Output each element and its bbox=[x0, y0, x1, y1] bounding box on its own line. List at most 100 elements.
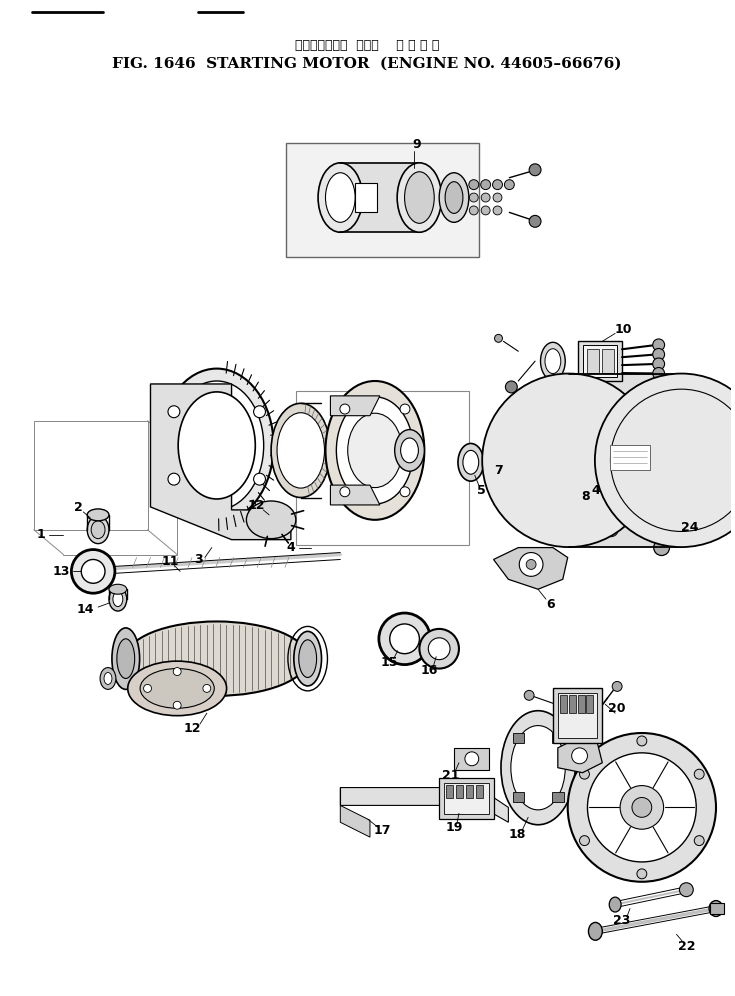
Polygon shape bbox=[340, 806, 370, 838]
Circle shape bbox=[493, 206, 502, 215]
Circle shape bbox=[400, 404, 410, 414]
Circle shape bbox=[566, 526, 573, 534]
Circle shape bbox=[173, 701, 181, 709]
Circle shape bbox=[400, 487, 410, 497]
Circle shape bbox=[340, 487, 350, 497]
Circle shape bbox=[695, 769, 704, 779]
Ellipse shape bbox=[326, 381, 424, 520]
Circle shape bbox=[529, 215, 541, 227]
Ellipse shape bbox=[113, 592, 123, 607]
Ellipse shape bbox=[104, 672, 112, 684]
Text: 24: 24 bbox=[681, 521, 698, 534]
Circle shape bbox=[481, 179, 490, 189]
Ellipse shape bbox=[545, 349, 561, 374]
Text: 10: 10 bbox=[614, 323, 632, 336]
Ellipse shape bbox=[100, 667, 116, 689]
Ellipse shape bbox=[595, 374, 735, 547]
Circle shape bbox=[653, 368, 664, 379]
Circle shape bbox=[71, 550, 115, 594]
Ellipse shape bbox=[458, 443, 484, 481]
Ellipse shape bbox=[128, 661, 226, 716]
Ellipse shape bbox=[271, 403, 331, 498]
Circle shape bbox=[429, 637, 450, 659]
Polygon shape bbox=[151, 384, 291, 540]
Ellipse shape bbox=[709, 900, 723, 916]
Circle shape bbox=[637, 736, 647, 746]
Bar bbox=[578, 342, 622, 381]
Circle shape bbox=[254, 405, 265, 417]
Bar bbox=[569, 374, 681, 547]
Ellipse shape bbox=[109, 588, 126, 612]
Bar bbox=[560, 695, 567, 713]
Ellipse shape bbox=[87, 516, 109, 544]
Circle shape bbox=[596, 505, 606, 515]
Ellipse shape bbox=[511, 725, 565, 810]
Circle shape bbox=[506, 381, 517, 392]
Bar bbox=[454, 748, 489, 770]
Ellipse shape bbox=[117, 638, 135, 678]
Circle shape bbox=[82, 560, 105, 584]
Ellipse shape bbox=[404, 171, 434, 223]
Ellipse shape bbox=[397, 162, 442, 232]
Text: 23: 23 bbox=[614, 914, 631, 927]
Text: 6: 6 bbox=[547, 598, 555, 611]
Circle shape bbox=[524, 690, 534, 700]
Circle shape bbox=[551, 501, 569, 519]
Text: スターティング  モータ    適 用 号 機: スターティング モータ 適 用 号 機 bbox=[295, 39, 440, 53]
Circle shape bbox=[420, 628, 459, 668]
Circle shape bbox=[589, 522, 606, 538]
Circle shape bbox=[579, 525, 588, 534]
Circle shape bbox=[589, 718, 596, 726]
Circle shape bbox=[495, 335, 503, 343]
Circle shape bbox=[465, 752, 478, 766]
Circle shape bbox=[481, 206, 490, 215]
Polygon shape bbox=[340, 788, 509, 823]
Circle shape bbox=[581, 503, 595, 517]
Text: 4: 4 bbox=[287, 541, 295, 554]
Circle shape bbox=[632, 798, 652, 818]
Bar bbox=[440, 778, 494, 820]
Circle shape bbox=[481, 193, 490, 202]
Circle shape bbox=[606, 501, 623, 519]
Circle shape bbox=[470, 206, 478, 215]
Circle shape bbox=[619, 502, 635, 518]
Ellipse shape bbox=[246, 501, 295, 539]
Circle shape bbox=[593, 526, 601, 534]
Text: 11: 11 bbox=[162, 555, 179, 568]
Text: 22: 22 bbox=[678, 939, 695, 953]
Bar bbox=[602, 350, 614, 374]
Text: 1: 1 bbox=[36, 528, 45, 541]
Circle shape bbox=[553, 526, 559, 533]
Text: 12: 12 bbox=[183, 721, 201, 735]
Ellipse shape bbox=[91, 521, 105, 539]
Bar bbox=[355, 182, 377, 212]
Polygon shape bbox=[331, 395, 380, 415]
Ellipse shape bbox=[445, 181, 463, 213]
Circle shape bbox=[549, 523, 563, 537]
Text: 14: 14 bbox=[76, 603, 94, 616]
Bar bbox=[710, 902, 724, 914]
Ellipse shape bbox=[294, 631, 321, 686]
Circle shape bbox=[695, 836, 704, 846]
Ellipse shape bbox=[348, 413, 402, 488]
Circle shape bbox=[653, 540, 670, 556]
Circle shape bbox=[584, 506, 591, 514]
Circle shape bbox=[526, 560, 536, 570]
Bar bbox=[476, 785, 483, 799]
Bar bbox=[466, 785, 473, 799]
Bar bbox=[552, 733, 564, 743]
Polygon shape bbox=[558, 738, 602, 773]
Circle shape bbox=[390, 623, 420, 653]
Circle shape bbox=[379, 613, 430, 664]
Text: 12: 12 bbox=[248, 499, 265, 512]
Circle shape bbox=[469, 179, 478, 189]
Polygon shape bbox=[331, 485, 380, 505]
Circle shape bbox=[504, 179, 514, 189]
Bar bbox=[587, 695, 593, 713]
Ellipse shape bbox=[589, 922, 602, 940]
Ellipse shape bbox=[112, 627, 140, 689]
Ellipse shape bbox=[178, 391, 255, 499]
Circle shape bbox=[168, 405, 180, 417]
Bar bbox=[578, 695, 584, 713]
Circle shape bbox=[612, 681, 622, 691]
